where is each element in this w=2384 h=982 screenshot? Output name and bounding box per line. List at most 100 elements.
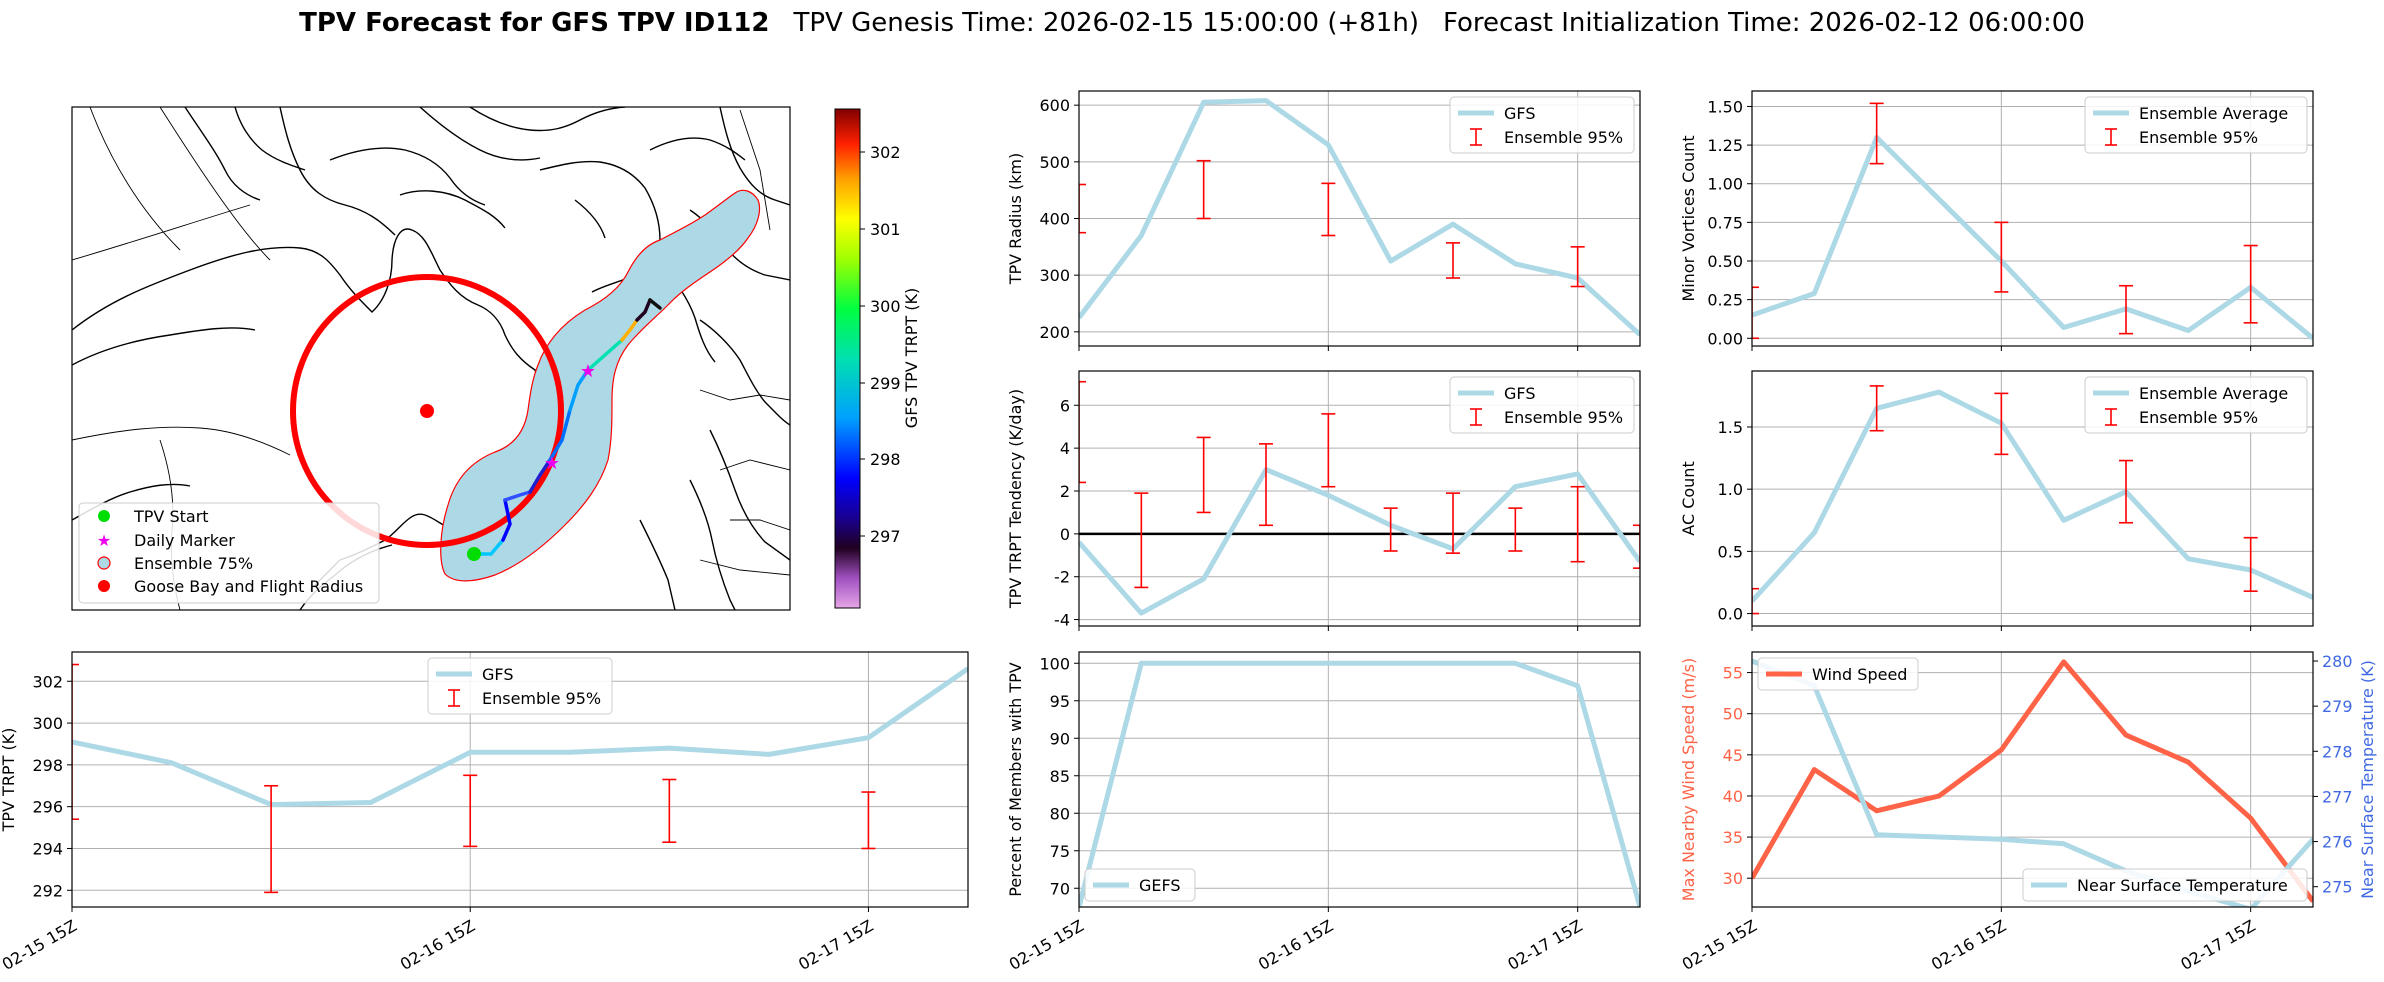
legend-label: Ensemble Average xyxy=(2139,104,2288,123)
ytick-label: 55 xyxy=(1723,664,1743,683)
plot-frame xyxy=(71,651,969,908)
xtick-label: 02-16 15Z xyxy=(1928,916,2009,974)
ytick-label: 0.0 xyxy=(1718,605,1743,624)
ytick-label: 0.75 xyxy=(1707,213,1743,232)
title-bold: TPV Forecast for GFS TPV ID112 xyxy=(299,8,769,38)
legend-daily-marker-label: Daily Marker xyxy=(134,531,235,550)
chart-wind: 30 35 40 45 50 55 275 276 277 278 279 280 02-15 15Z 0… xyxy=(1679,651,2377,974)
ytick-label: 100 xyxy=(1039,654,1070,673)
series-group xyxy=(1079,660,1640,907)
errorbar xyxy=(1752,587,1759,615)
plot-frame xyxy=(1751,651,2314,908)
legend-label: GEFS xyxy=(1139,876,1181,895)
ytick-right-label: 276 xyxy=(2322,833,2353,852)
legend-box xyxy=(1757,657,1919,691)
title-genesis: TPV Genesis Time: 2026-02-15 15:00:00 (+… xyxy=(792,8,1419,38)
errorbar xyxy=(1196,436,1211,514)
ytick-label: 50 xyxy=(1723,705,1743,724)
series-group xyxy=(72,663,968,894)
errorbars xyxy=(1079,159,1585,288)
chart-minor: 0.00 0.25 0.50 0.75 1.00 1.25 1.50 Minor Vortic… xyxy=(1679,90,2314,351)
ytick-label: 1.00 xyxy=(1707,175,1743,194)
legend-label: GFS xyxy=(482,665,513,684)
ytick-label: 70 xyxy=(1050,879,1070,898)
legend-tpv-start-icon xyxy=(98,510,110,522)
errorbar xyxy=(1446,492,1460,554)
ytick-label: 600 xyxy=(1039,96,1070,115)
daily-marker: ★ xyxy=(580,361,596,382)
ytick-label: 0 xyxy=(1060,525,1070,544)
y-axis-label: Max Nearby Wind Speed (m/s) xyxy=(1679,658,1698,901)
chart-tendency: -4 -2 0 2 4 6 TPV TRPT Tendency (K/day) GFS Ense… xyxy=(1006,370,1641,631)
xtick-label: 02-17 15Z xyxy=(2177,916,2258,974)
series-group xyxy=(1079,380,1640,616)
ytick-label: 95 xyxy=(1050,692,1070,711)
y-axis-label: TPV TRPT Tendency (K/day) xyxy=(1006,389,1025,609)
legend-label: Ensemble 95% xyxy=(1504,128,1623,147)
errorbar xyxy=(463,774,478,848)
series-line-ensemble-average xyxy=(1752,134,2313,341)
ytick-right-label: 278 xyxy=(2322,742,2353,761)
ytick-label: 45 xyxy=(1723,746,1743,765)
series-line-gfs xyxy=(1079,467,1640,616)
legend-label: Ensemble 95% xyxy=(482,689,601,708)
xtick-label: 02-15 15Z xyxy=(1006,916,1087,974)
legend-box xyxy=(1084,868,1196,902)
ytick-label: 500 xyxy=(1039,153,1070,172)
xtick-label: 02-15 15Z xyxy=(0,916,80,974)
errorbar xyxy=(2243,244,2258,324)
colorbar-tick: 298 xyxy=(870,450,901,469)
figure-title: TPV Forecast for GFS TPV ID112 TPV Genesi… xyxy=(299,8,2085,38)
legend-box xyxy=(1449,96,1635,154)
y-axis-label: Percent of Members with TPV xyxy=(1006,662,1025,896)
errorbar xyxy=(1321,413,1336,488)
ytick-label: 85 xyxy=(1050,767,1070,786)
legend-box xyxy=(2084,376,2308,434)
errorbar xyxy=(1570,485,1585,563)
map-content: ★ ★ xyxy=(72,107,790,610)
xtick-label: 02-16 15Z xyxy=(397,916,478,974)
ytick-label: 6 xyxy=(1060,396,1070,415)
colorbar-gradient xyxy=(834,108,861,609)
legend-label: Ensemble 95% xyxy=(1504,408,1623,427)
legend: GEFS xyxy=(1084,868,1196,902)
ytick-label: 0.50 xyxy=(1707,252,1743,271)
ytick-label: 40 xyxy=(1723,787,1743,806)
errorbar xyxy=(1079,380,1086,484)
ytick-right-label: 280 xyxy=(2322,652,2353,671)
legend-errorbar-icon xyxy=(448,689,460,707)
errorbar xyxy=(1994,221,2009,293)
errorbar xyxy=(662,778,677,844)
ytick-right-label: 279 xyxy=(2322,697,2353,716)
legend: Near Surface Temperature xyxy=(2022,868,2308,902)
series-group xyxy=(1752,102,2313,341)
series-line-gfs xyxy=(72,666,968,808)
plot-frame xyxy=(1078,651,1641,908)
colorbar-ticks: 302 301 300 299 298 297 xyxy=(860,143,901,546)
ytick-label: 1.5 xyxy=(1718,418,1743,437)
ytick-label: 0.25 xyxy=(1707,291,1743,310)
ytick-label: 35 xyxy=(1723,828,1743,847)
series-line-ensemble-average xyxy=(1752,389,2313,603)
colorbar-tick: 297 xyxy=(870,527,901,546)
ytick-right-label: 275 xyxy=(2322,878,2353,897)
colorbar-tick: 302 xyxy=(870,143,901,162)
errorbar xyxy=(861,791,876,850)
map-legend: TPV Start ★ Daily Marker Ensemble 75% Go… xyxy=(78,502,380,604)
ytick-label: 4 xyxy=(1060,439,1070,458)
legend-tpv-start-label: TPV Start xyxy=(133,507,209,526)
ytick-label: 2 xyxy=(1060,482,1070,501)
series-line-gefs xyxy=(1079,660,1640,907)
errorbar xyxy=(2119,459,2133,524)
ytick-label: 80 xyxy=(1050,804,1070,823)
ytick-label: 300 xyxy=(1039,266,1070,285)
daily-marker: ★ xyxy=(544,453,560,474)
errorbar xyxy=(1994,392,2009,456)
plot-frame xyxy=(1078,370,1641,627)
legend-goose-bay-label: Goose Bay and Flight Radius xyxy=(134,577,363,596)
chart-members: 70 75 80 85 90 95 100 02-15 15Z 02-16 15Z 02-17 1… xyxy=(1006,651,1641,974)
y-axis-label: TPV Radius (km) xyxy=(1006,153,1025,286)
xtick-label: 02-17 15Z xyxy=(795,916,876,974)
